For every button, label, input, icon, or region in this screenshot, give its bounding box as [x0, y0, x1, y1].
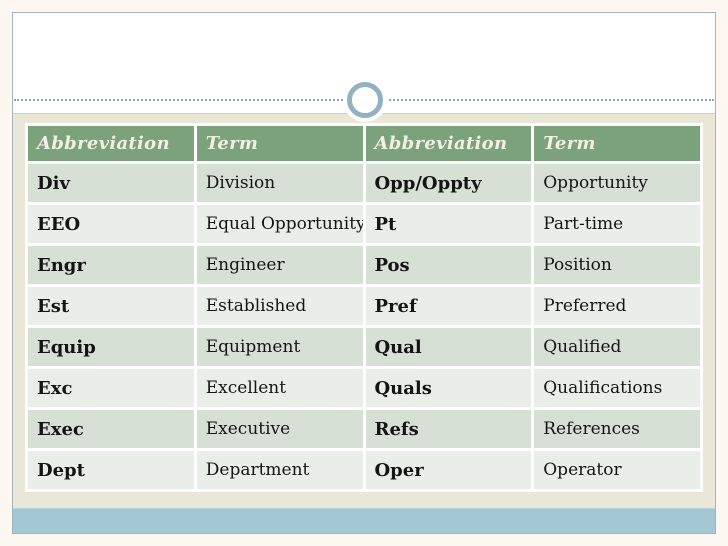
term-cell: Established [196, 287, 363, 325]
header-row: Abbreviation Term Abbreviation Term [28, 126, 700, 161]
abbreviation-cell: Pref [365, 287, 532, 325]
term-cell: Equipment [196, 328, 363, 366]
term-cell: Qualified [534, 328, 700, 366]
term-cell: Division [196, 164, 363, 202]
table-row: EEO Equal Opportunity Pt Part-time [28, 205, 700, 243]
table-row: Exec Executive Refs References [28, 410, 700, 448]
term-cell: Engineer [196, 246, 363, 284]
term-cell: References [534, 410, 700, 448]
abbreviation-cell: EEO [28, 205, 194, 243]
column-header: Abbreviation [365, 126, 532, 161]
term-cell: Preferred [534, 287, 700, 325]
abbreviation-cell: Opp/Oppty [365, 164, 532, 202]
table-body: Div Division Opp/Oppty Opportunity EEO Equal … [28, 164, 700, 489]
term-cell: Opportunity [534, 164, 700, 202]
abbreviation-cell: Dept [28, 451, 194, 489]
term-cell: Position [534, 246, 700, 284]
table-row: Dept Department Oper Operator [28, 451, 700, 489]
abbreviation-cell: Refs [365, 410, 532, 448]
abbreviation-cell: Est [28, 287, 194, 325]
term-cell: Qualifications [534, 369, 700, 407]
abbreviation-cell: Engr [28, 246, 194, 284]
abbreviation-cell: Equip [28, 328, 194, 366]
abbreviation-cell: Quals [365, 369, 532, 407]
abbreviation-cell: Div [28, 164, 194, 202]
abbreviation-cell: Qual [365, 328, 532, 366]
column-header: Abbreviation [28, 126, 194, 161]
abbreviation-cell: Pt [365, 205, 532, 243]
table-row: Engr Engineer Pos Position [28, 246, 700, 284]
term-cell: Executive [196, 410, 363, 448]
abbreviations-table: Abbreviation Term Abbreviation Term Div Divi… [25, 123, 703, 492]
term-cell: Operator [534, 451, 700, 489]
table-row: Exc Excellent Quals Qualifications [28, 369, 700, 407]
table-row: Equip Equipment Qual Qualified [28, 328, 700, 366]
column-header: Term [534, 126, 700, 161]
circle-ornament-icon [347, 82, 383, 118]
abbreviation-cell: Exc [28, 369, 194, 407]
bottom-accent-bar [13, 508, 715, 533]
table-header: Abbreviation Term Abbreviation Term [28, 126, 700, 161]
term-cell: Equal Opportunity [196, 205, 363, 243]
term-cell: Department [196, 451, 363, 489]
term-cell: Excellent [196, 369, 363, 407]
term-cell: Part-time [534, 205, 700, 243]
table-row: Est Established Pref Preferred [28, 287, 700, 325]
slide-frame: Abbreviation Term Abbreviation Term Div Divi… [12, 12, 716, 534]
table-row: Div Division Opp/Oppty Opportunity [28, 164, 700, 202]
abbreviation-cell: Oper [365, 451, 532, 489]
abbreviation-cell: Pos [365, 246, 532, 284]
abbreviation-cell: Exec [28, 410, 194, 448]
column-header: Term [196, 126, 363, 161]
